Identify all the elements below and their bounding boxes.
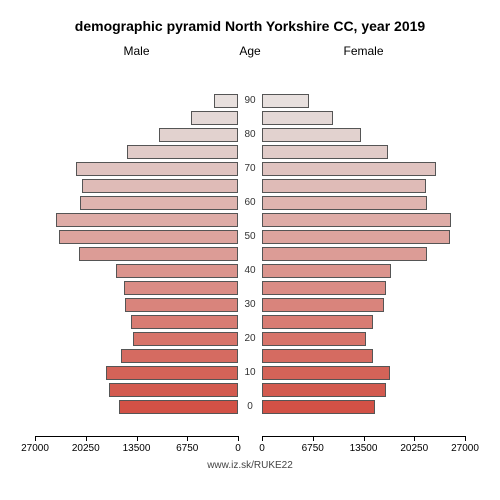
age-label: 40	[244, 264, 255, 278]
bar-male	[121, 349, 238, 363]
cohort-row: 30	[35, 298, 465, 312]
bar-female	[262, 281, 386, 295]
bar-female	[262, 111, 333, 125]
age-label: 80	[244, 128, 255, 142]
bar-male	[56, 213, 238, 227]
bar-female	[262, 247, 427, 261]
bar-male	[116, 264, 238, 278]
age-label: 10	[244, 366, 255, 380]
bar-female	[262, 196, 427, 210]
cohort-row	[35, 281, 465, 295]
bar-male	[191, 111, 238, 125]
axis-tick-label: 27000	[451, 443, 479, 454]
bar-female	[262, 349, 373, 363]
axis-tick-label: 6750	[176, 443, 198, 454]
header-female: Female	[262, 44, 465, 58]
age-label: 60	[244, 196, 255, 210]
bar-female	[262, 366, 390, 380]
cohort-row: 40	[35, 264, 465, 278]
age-label: 20	[244, 332, 255, 346]
axis-tick-label: 0	[235, 443, 241, 454]
bar-male	[79, 247, 238, 261]
bar-female	[262, 400, 375, 414]
bar-male	[76, 162, 238, 176]
cohort-row: 50	[35, 230, 465, 244]
bar-female	[262, 383, 386, 397]
cohort-row: 20	[35, 332, 465, 346]
cohort-row	[35, 383, 465, 397]
cohort-row	[35, 349, 465, 363]
axis-tick	[187, 436, 188, 441]
bar-female	[262, 298, 384, 312]
bar-male	[124, 281, 238, 295]
axis-tick-label: 13500	[123, 443, 151, 454]
axis-tick-label: 6750	[302, 443, 324, 454]
bar-female	[262, 315, 373, 329]
axis-tick	[238, 436, 239, 441]
cohort-row: 60	[35, 196, 465, 210]
chart-title: demographic pyramid North Yorkshire CC, …	[0, 18, 500, 34]
plot-area: 90 80 70 60 50 40 30 20 10 0	[35, 60, 465, 430]
cohort-row: 90	[35, 94, 465, 108]
header-male: Male	[35, 44, 238, 58]
cohort-row: 0	[35, 400, 465, 414]
axis-tick-label: 20250	[72, 443, 100, 454]
cohort-row: 10	[35, 366, 465, 380]
axis-tick	[414, 436, 415, 441]
age-label: 70	[244, 162, 255, 176]
axis-tick	[364, 436, 365, 441]
bar-female	[262, 213, 451, 227]
axis-tick	[465, 436, 466, 441]
bar-female	[262, 264, 391, 278]
age-label: 90	[244, 94, 255, 108]
bar-female	[262, 145, 388, 159]
axis-tick-label: 0	[259, 443, 265, 454]
age-label: 0	[247, 400, 253, 414]
axis-tick	[35, 436, 36, 441]
cohort-row	[35, 213, 465, 227]
axis-tick-label: 13500	[350, 443, 378, 454]
bar-female	[262, 230, 450, 244]
axis-tick-label: 27000	[21, 443, 49, 454]
age-label: 50	[244, 230, 255, 244]
axis-tick	[137, 436, 138, 441]
cohort-row	[35, 111, 465, 125]
bar-male	[133, 332, 238, 346]
cohort-row	[35, 315, 465, 329]
bar-male	[159, 128, 238, 142]
cohort-row: 70	[35, 162, 465, 176]
bar-male	[127, 145, 238, 159]
age-label: 30	[244, 298, 255, 312]
cohort-row	[35, 145, 465, 159]
bar-male	[59, 230, 238, 244]
bar-male	[109, 383, 238, 397]
bar-female	[262, 179, 426, 193]
bar-male	[131, 315, 238, 329]
bar-male	[106, 366, 238, 380]
axis-tick	[313, 436, 314, 441]
bar-male	[125, 298, 238, 312]
axis-tick	[86, 436, 87, 441]
source-text: www.iz.sk/RUKE22	[0, 460, 500, 471]
axis-tick-label: 20250	[400, 443, 428, 454]
pyramid-chart: demographic pyramid North Yorkshire CC, …	[0, 0, 500, 500]
cohort-row	[35, 247, 465, 261]
cohort-row	[35, 179, 465, 193]
bar-female	[262, 332, 366, 346]
header-age: Age	[238, 44, 262, 58]
bar-female	[262, 162, 436, 176]
bar-female	[262, 94, 309, 108]
cohort-row: 80	[35, 128, 465, 142]
bar-male	[82, 179, 238, 193]
bar-female	[262, 128, 361, 142]
bar-male	[80, 196, 238, 210]
bar-male	[214, 94, 238, 108]
bar-male	[119, 400, 238, 414]
axis-tick	[262, 436, 263, 441]
